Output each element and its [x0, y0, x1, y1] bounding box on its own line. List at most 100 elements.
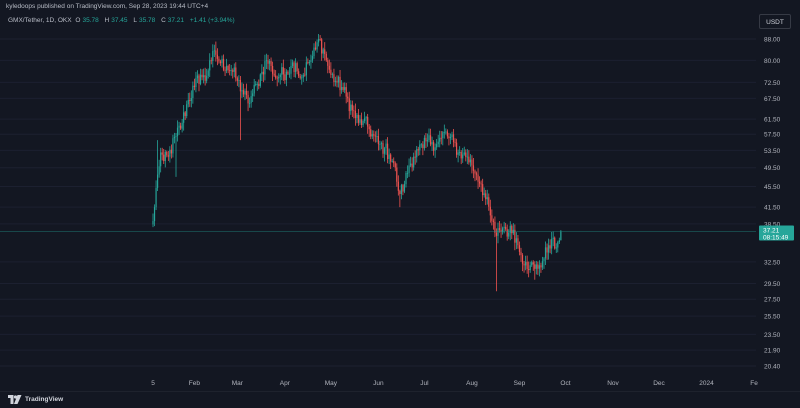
candle-body: [153, 207, 156, 222]
candle-body: [319, 39, 321, 40]
time-tick-label: 5: [151, 380, 155, 387]
time-tick-label: Mar: [232, 380, 244, 387]
candle-body: [436, 144, 438, 148]
price-axis[interactable]: 88.00 80.00 72.50 67.50 61.50 57.50 53.50 49.50…: [764, 37, 781, 371]
tradingview-logo[interactable]: TradingView: [8, 395, 63, 404]
candle-body: [518, 245, 521, 252]
candle: [275, 70, 277, 80]
candle-body: [426, 140, 429, 142]
candle-body: [374, 135, 376, 137]
candle: [189, 92, 191, 107]
candle: [495, 228, 498, 292]
candle: [455, 138, 458, 158]
candle-body: [446, 131, 448, 137]
candle: [440, 131, 442, 145]
candle: [193, 78, 195, 91]
candle-body: [347, 96, 349, 99]
candle-body: [534, 264, 536, 269]
candle: [454, 138, 456, 147]
time-tick-label: 2024: [699, 380, 714, 387]
candle-body: [302, 74, 304, 78]
candle: [294, 58, 297, 78]
candle: [380, 141, 383, 150]
tradingview-brand: TradingView: [25, 396, 64, 403]
candle: [276, 75, 278, 87]
candle: [442, 131, 444, 146]
candle-body: [451, 134, 453, 138]
candle-body: [167, 155, 169, 157]
candle-body: [285, 71, 287, 81]
candle-body: [357, 114, 360, 123]
candle-body: [195, 78, 197, 88]
candle: [271, 61, 274, 82]
ohlc-close: C 37.21: [161, 17, 186, 24]
candle: [413, 152, 415, 171]
symbol-name[interactable]: GMX/Tether, 1D, OKX: [8, 17, 72, 24]
candle: [429, 128, 432, 147]
candle-body: [528, 268, 530, 271]
candle: [345, 82, 347, 104]
candle-body: [497, 228, 499, 236]
candle-body: [293, 62, 295, 72]
candle-body: [291, 62, 294, 66]
candle: [224, 66, 226, 77]
candle-body: [521, 255, 524, 264]
candle: [521, 253, 524, 272]
candle: [153, 204, 156, 227]
candle-body: [462, 154, 464, 159]
candle: [331, 72, 333, 79]
time-axis[interactable]: 5 Feb Mar Apr May Jun Jul Aug Sep Oct Nov Dec 2024 Fe: [151, 380, 758, 387]
candle-body: [247, 95, 249, 104]
candle-body: [337, 76, 340, 83]
candle: [528, 261, 530, 278]
candle-body: [555, 247, 557, 249]
candle-body: [509, 225, 511, 233]
candle: [325, 51, 327, 62]
time-tick-label: Aug: [466, 380, 478, 387]
candle-body: [256, 83, 258, 85]
candle: [466, 149, 468, 165]
candle: [339, 69, 341, 97]
candle: [388, 148, 390, 165]
candle: [463, 146, 465, 156]
candle: [515, 232, 517, 250]
candle-body: [382, 143, 384, 154]
candle-body: [494, 221, 496, 233]
close-label: C: [161, 17, 166, 24]
candle-body: [442, 132, 444, 139]
candle: [204, 67, 206, 86]
candle: [308, 60, 310, 66]
candle-body: [560, 231, 562, 241]
candle-body: [314, 47, 317, 50]
candle-body: [219, 61, 222, 64]
candle-body: [551, 238, 553, 249]
candle-body: [236, 78, 238, 81]
candle: [360, 112, 363, 129]
candle-body: [339, 76, 341, 91]
candle: [486, 189, 488, 205]
candle: [436, 138, 438, 150]
candle: [248, 97, 251, 108]
candle-body: [238, 79, 240, 81]
candle: [480, 180, 482, 192]
currency-button[interactable]: USDT: [759, 14, 791, 29]
close-value: 37.21: [167, 17, 185, 24]
candle: [469, 154, 471, 167]
candle-body: [478, 181, 481, 184]
candle: [255, 81, 257, 87]
candle: [468, 150, 470, 165]
candle: [434, 143, 436, 158]
candle: [215, 41, 217, 62]
candle-body: [508, 232, 510, 237]
candle: [397, 175, 399, 196]
candle-body: [265, 60, 268, 62]
candle: [405, 170, 407, 188]
candle: [229, 64, 231, 76]
candle-body: [439, 137, 441, 142]
candle: [218, 56, 220, 64]
last-price-badge: 37.21 08:15:49: [759, 225, 794, 242]
price-chart[interactable]: 88.00 80.00 72.50 67.50 61.50 57.50 53.50 49.50…: [0, 0, 800, 391]
candle: [244, 88, 246, 101]
candle-body: [294, 63, 297, 72]
candle: [374, 131, 376, 143]
